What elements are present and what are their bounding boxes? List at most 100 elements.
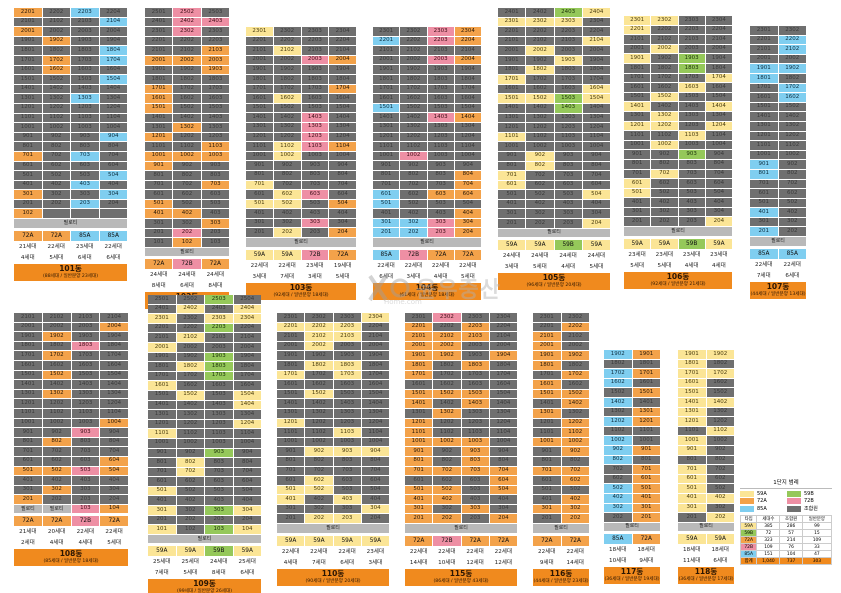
unit-cell: 201: [148, 515, 176, 525]
unit-cell: 1903: [461, 351, 489, 360]
legend-swatch: [787, 498, 801, 504]
building-number: 106동: [666, 271, 690, 281]
unit-cell: 202: [42, 495, 71, 504]
unit-cell: 1901: [533, 351, 561, 360]
unit-cell: 1202: [42, 399, 71, 408]
unit-cell: 1302: [305, 408, 333, 418]
unit-cell: 2301: [148, 314, 176, 323]
household-count: 23세대: [710, 251, 728, 258]
unit-cell: 1901: [277, 351, 305, 360]
unit-cell: 1801: [678, 359, 706, 369]
type-label: 72A: [533, 535, 561, 546]
unit-cell: 1104: [99, 113, 127, 123]
unit-cell: 102: [176, 525, 204, 534]
unit-cell: 1803: [461, 360, 489, 370]
unit-cell: 802: [433, 456, 461, 466]
unit-cell: 602: [400, 190, 427, 199]
unit-cell: 501: [148, 486, 176, 496]
unit-cell: 2002: [561, 341, 589, 351]
building-label: 107동 (44세대 / 일반분양 13세대): [750, 281, 806, 299]
unit-cell: 2203: [301, 36, 329, 46]
unit-cell: 2103: [678, 35, 705, 44]
legend-item: 72A: [740, 498, 785, 504]
unit-cell: 1004: [705, 140, 732, 150]
unit-cell: 2202: [526, 27, 554, 36]
unit-cell: 401: [678, 493, 706, 503]
unit-cell: 103: [205, 525, 233, 534]
unit-cell: 1901: [498, 55, 526, 65]
unit-cell: 2002: [400, 55, 427, 65]
unit-cell: 1303: [205, 410, 233, 419]
unit-cell: 2101: [148, 333, 176, 342]
unit-cell: 1802: [651, 63, 678, 73]
type-label: 59B: [678, 238, 705, 249]
unit-cell: 302: [651, 207, 678, 217]
unit-cell: 1104: [361, 428, 389, 437]
unit-cell: 201: [277, 514, 305, 524]
type-row: 72A 72A 85A 85A 21세대 22세대 23세대 22세대 4세대 5세대 6세대 6세대: [14, 230, 127, 263]
unit-cell: 1903: [205, 352, 233, 362]
sale-count: 6세대: [240, 570, 255, 577]
legend-cell: 47: [801, 550, 833, 558]
unit-cell: 2302: [778, 26, 806, 35]
unit-cell: 1201: [498, 123, 526, 132]
sale-count: 4세대: [433, 273, 448, 280]
building-label: 106동 (92세대 / 일반분양 21세대): [624, 271, 732, 289]
unit-cell: 1003: [461, 437, 489, 447]
unit-cell: 2101: [145, 46, 173, 55]
unit-cell: 1101: [148, 429, 176, 438]
legend-cell: 104: [779, 550, 803, 558]
unit-cell: 1002: [42, 123, 70, 132]
unit-cell: 1301: [277, 408, 305, 418]
unit-cell: 1403: [71, 84, 99, 94]
unit-cell: 1101: [145, 142, 173, 151]
unit-cell: 1601: [14, 65, 42, 75]
sale-count: 5세대: [532, 264, 547, 271]
unit-cell: 1603: [71, 360, 100, 370]
unit-cell: 903: [678, 150, 705, 159]
unit-cell: 2304: [454, 27, 481, 36]
unit-cell: 202: [651, 217, 678, 227]
unit-cell: 1304: [454, 122, 481, 132]
unit-cell: 2101: [533, 332, 561, 341]
unit-cell: 1502: [42, 75, 70, 84]
unit-cell: 902: [42, 132, 70, 142]
unit-cell: 1804: [100, 341, 128, 351]
unit-cell: 203: [205, 515, 233, 525]
unit-cell: 2404: [233, 304, 261, 314]
unit-cell: 1001: [148, 438, 176, 448]
unit-cell: 2301: [246, 27, 273, 36]
unit-cell: 204: [582, 219, 610, 228]
unit-cell: 304: [361, 504, 389, 514]
unit-cell: 2203: [678, 25, 705, 35]
unit-cell: 201: [14, 495, 42, 504]
unit-cell: 901: [14, 428, 42, 437]
unit-cell: 1101: [750, 141, 778, 150]
unit-cell: 1301: [14, 389, 42, 399]
building-label: 103동 (92세대 / 일반분양 18세대): [246, 282, 356, 300]
unit-cell: 2301: [373, 27, 400, 36]
unit-cell: 1903: [71, 36, 99, 46]
unit-cell: 1002: [176, 438, 204, 448]
unit-cell: 1803: [301, 74, 329, 84]
unit-cell: 1704: [100, 351, 128, 360]
household-count: 24세대: [531, 253, 549, 260]
unit-cell: 1301: [405, 408, 433, 418]
unit-cell: 1503: [201, 103, 229, 113]
household-count: 23세대: [306, 262, 324, 269]
sale-count: 14세대: [566, 559, 584, 566]
unit-cell: 203: [71, 495, 100, 504]
unit-cell: 1204: [361, 418, 389, 428]
unit-cell: 1002: [173, 151, 201, 161]
unit-cell: 601: [678, 474, 706, 484]
unit-cell: 1302: [273, 122, 301, 132]
unit-cell: 2401: [148, 304, 176, 314]
unit-cell: 2002: [42, 322, 71, 332]
sale-count: 6세대: [340, 559, 355, 566]
unit-cell: 801: [624, 159, 651, 169]
building-number: 118동: [694, 567, 718, 577]
sale-count: 9세대: [639, 558, 654, 565]
unit-cell: 404: [329, 209, 356, 218]
unit-cell: 1701: [405, 370, 433, 380]
unit-cell: 1001: [498, 142, 526, 151]
